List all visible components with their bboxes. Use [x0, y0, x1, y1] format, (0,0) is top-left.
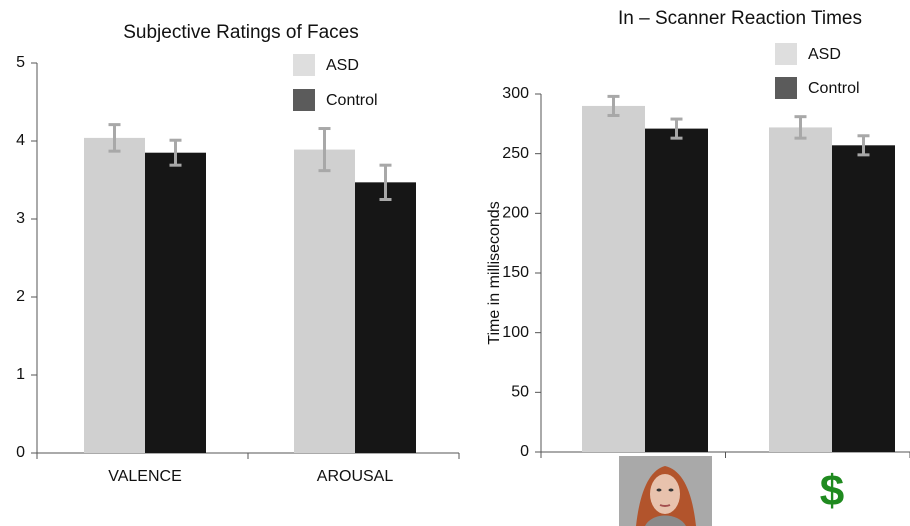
y-tick-label: 2 [16, 288, 25, 305]
y-tick-label: 50 [511, 384, 529, 401]
y-axis-label: Time in milliseconds [486, 201, 503, 344]
y-tick-label: 300 [502, 85, 529, 102]
x-tick-label: $ [820, 467, 844, 516]
x-tick-label: VALENCE [108, 468, 182, 485]
bar [582, 105, 645, 452]
chart-title: In – Scanner Reaction Times [618, 8, 862, 29]
face-image [619, 456, 712, 526]
legend-swatch [293, 89, 315, 111]
y-tick-label: 0 [520, 443, 529, 460]
y-tick-label: 4 [16, 132, 25, 149]
bar [645, 128, 708, 452]
bar [294, 149, 355, 453]
legend-label: ASD [808, 46, 841, 63]
bar [769, 127, 832, 452]
x-tick-label: AROUSAL [317, 468, 394, 485]
legend-swatch [775, 77, 797, 99]
y-tick-label: 250 [502, 145, 529, 162]
legend-swatch [293, 54, 315, 76]
y-tick-label: 150 [502, 264, 529, 281]
y-tick-label: 1 [16, 366, 25, 383]
chart-title: Subjective Ratings of Faces [123, 22, 359, 43]
y-tick-label: 100 [502, 324, 529, 341]
legend-label: Control [326, 92, 378, 109]
bar [355, 182, 416, 453]
y-tick-label: 0 [16, 444, 25, 461]
legend-label: ASD [326, 57, 359, 74]
y-tick-label: 5 [16, 54, 25, 71]
bar [84, 137, 145, 453]
y-tick-label: 3 [16, 210, 25, 227]
bar [145, 152, 206, 453]
legend-swatch [775, 43, 797, 65]
legend-label: Control [808, 80, 860, 97]
bar [832, 145, 895, 452]
y-tick-label: 200 [502, 205, 529, 222]
